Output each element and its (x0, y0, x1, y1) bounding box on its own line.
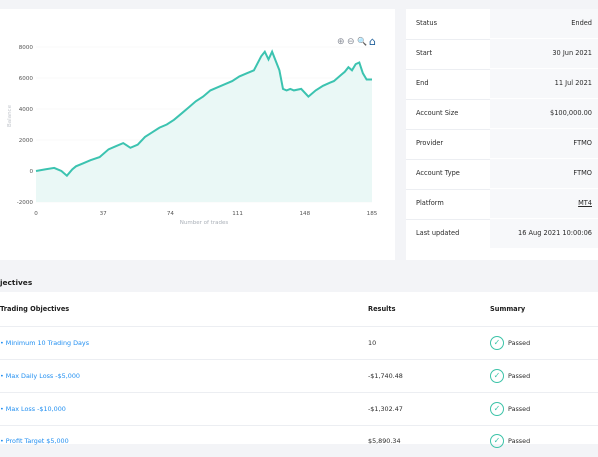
home-icon[interactable]: ⌂ (369, 35, 376, 48)
objective-row: • Minimum 10 Trading Days 10 ✓ Passed (0, 327, 598, 360)
info-label: Last updated (416, 229, 460, 237)
account-info-card: Status Ended Start 30 Jun 2021 End 11 Ju… (406, 9, 598, 260)
zoom-out-icon[interactable]: ⊖ (347, 37, 355, 47)
x-tick-label: 185 (367, 211, 378, 217)
objective-result: 10 (368, 339, 377, 347)
info-row-account-size: Account Size $100,000.00 (406, 99, 598, 130)
info-row-start: Start 30 Jun 2021 (406, 39, 598, 70)
objective-result: -$1,740.48 (368, 372, 403, 380)
search-icon[interactable]: 🔍 (357, 37, 367, 46)
info-label: Account Type (416, 169, 460, 177)
x-axis-label: Number of trades (180, 220, 229, 226)
objectives-section-title: jectives (0, 278, 33, 287)
objective-row: • Max Loss -$10,000 -$1,302.47 ✓ Passed (0, 393, 598, 426)
info-row-platform: Platform MT4 (406, 189, 598, 220)
info-value: $100,000.00 (550, 109, 592, 117)
info-label: Start (416, 49, 433, 57)
objective-row: • Max Daily Loss -$5,000 -$1,740.48 ✓ Pa… (0, 360, 598, 393)
info-label: Account Size (416, 109, 459, 117)
info-value: 30 Jun 2021 (552, 49, 592, 57)
objective-link[interactable]: • Max Loss -$10,000 (0, 405, 66, 413)
info-row-status: Status Ended (406, 9, 598, 40)
info-label: Status (416, 19, 438, 27)
x-tick-label: 0 (34, 211, 38, 217)
objective-link[interactable]: • Minimum 10 Trading Days (0, 339, 90, 347)
y-tick-label: 2000 (19, 138, 34, 144)
platform-link[interactable]: MT4 (578, 199, 592, 207)
info-value: Ended (571, 19, 592, 27)
objective-result: $5,890.34 (368, 437, 401, 445)
check-circle-icon: ✓ (490, 369, 504, 383)
info-row-account-type: Account Type FTMO (406, 159, 598, 190)
summary-text: Passed (508, 372, 531, 380)
balance-line (35, 49, 372, 178)
objective-link[interactable]: • Profit Target $5,000 (0, 437, 69, 445)
check-circle-icon: ✓ (490, 434, 504, 448)
x-tick-label: 37 (100, 211, 108, 217)
check-circle-icon: ✓ (490, 336, 504, 350)
summary-text: Passed (508, 437, 531, 445)
summary-text: Passed (508, 405, 531, 413)
info-value: FTMO (573, 169, 592, 177)
info-label: Provider (416, 139, 444, 147)
objectives-header-row: Trading Objectives Results Summary (0, 292, 598, 327)
info-value: FTMO (573, 139, 592, 147)
x-tick-label: 148 (299, 211, 310, 217)
check-circle-icon: ✓ (490, 402, 504, 416)
objective-row: • Profit Target $5,000 $5,890.34 ✓ Passe… (0, 425, 598, 457)
y-tick-label: 0 (29, 169, 33, 175)
y-tick-label: 4000 (19, 107, 34, 113)
info-label: End (416, 79, 429, 87)
objective-result: -$1,302.47 (368, 405, 403, 413)
info-value: 16 Aug 2021 10:00:06 (518, 229, 592, 237)
x-tick-label: 111 (232, 211, 243, 217)
y-axis-label: Balance (7, 104, 13, 127)
objective-link[interactable]: • Max Daily Loss -$5,000 (0, 372, 80, 380)
info-label: Platform (416, 199, 444, 207)
objectives-table: Trading Objectives Results Summary • Min… (0, 292, 598, 448)
balance-chart-card: 8000 6000 4000 2000 0 -2000 0 37 74 111 148 185 Nu… (0, 9, 395, 260)
summary-text: Passed (508, 339, 531, 347)
balance-area-fill (36, 51, 372, 203)
x-tick-label: 74 (167, 211, 175, 217)
info-row-end: End 11 Jul 2021 (406, 69, 598, 100)
y-tick-label: 6000 (19, 76, 34, 82)
header-results: Results (368, 305, 396, 313)
info-row-provider: Provider FTMO (406, 129, 598, 160)
y-tick-label: 8000 (19, 45, 34, 51)
info-value: 11 Jul 2021 (554, 79, 592, 87)
info-row-last-updated: Last updated 16 Aug 2021 10:00:06 (406, 219, 598, 249)
y-tick-label: -2000 (17, 200, 34, 206)
zoom-in-icon[interactable]: ⊕ (337, 37, 345, 47)
header-trading-objectives: Trading Objectives (0, 305, 70, 313)
header-summary: Summary (490, 305, 526, 313)
